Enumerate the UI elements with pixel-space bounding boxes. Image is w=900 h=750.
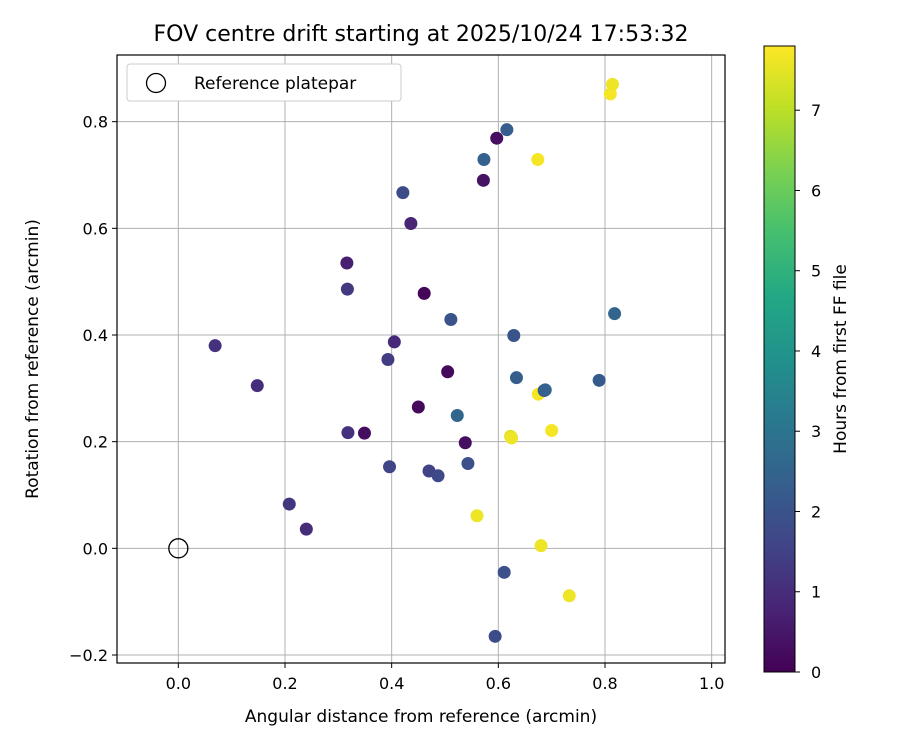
x-tick-label: 0.0 [166,674,191,693]
colorbar-tick-label: 6 [811,181,821,200]
reference-marker-group [168,538,189,559]
y-tick-label: 0.8 [83,113,108,132]
colorbar-tick-label: 5 [811,262,821,281]
colorbar-label: Hours from first FF file [831,264,851,454]
data-point [461,457,475,471]
x-axis-label: Angular distance from reference (arcmin) [245,707,597,727]
data-point [357,426,371,440]
x-tick-label: 0.6 [486,674,511,693]
y-axis-label: Rotation from reference (arcmin) [23,219,43,499]
y-tick-label: 0.6 [83,219,108,238]
data-point [608,307,622,321]
data-point [208,339,222,353]
data-point [441,365,455,379]
x-tick-label: 0.8 [592,674,617,693]
data-point [431,469,445,483]
y-axis-ticks: −0.2 0.0 0.2 0.4 0.6 0.8 [69,113,117,665]
colorbar-tick-label: 7 [811,101,821,120]
data-point [450,409,464,423]
colorbar-tick-label: 0 [811,663,821,682]
colorbar-tick-label: 3 [811,422,821,441]
data-point [507,329,521,343]
data-point [250,379,264,393]
legend-reference-marker [145,72,167,94]
data-point [282,497,296,511]
scatter-points [208,77,622,643]
legend-box [126,63,402,102]
data-point [341,426,355,440]
data-point [488,629,502,643]
data-point [605,77,619,91]
data-point [476,173,490,187]
data-point [340,256,354,270]
colorbar-tick-label: 1 [811,583,821,602]
data-point [381,353,395,367]
legend: Reference platepar [126,63,402,102]
x-tick-label: 0.2 [272,674,297,693]
data-point [458,436,472,450]
x-axis-ticks: 0.0 0.2 0.4 0.6 0.8 1.0 [166,663,724,693]
data-point [538,383,552,397]
grid-lines [117,55,725,663]
data-point [531,153,545,167]
data-point [340,282,354,296]
data-point [562,589,576,603]
data-point [497,565,511,579]
data-point [490,131,504,145]
colorbar-gradient [763,45,796,673]
data-point [383,460,397,474]
x-tick-label: 0.4 [379,674,404,693]
data-point [444,313,458,327]
chart-title: FOV centre drift starting at 2025/10/24 … [154,22,689,47]
legend-reference-label: Reference platepar [194,74,356,94]
colorbar: 0 1 2 3 4 5 6 7 Hours from first FF file [763,45,851,682]
data-point [396,186,410,200]
data-point [299,522,313,536]
data-point [534,539,548,553]
data-point [470,509,484,523]
y-tick-label: −0.2 [69,646,108,665]
data-point [592,373,606,387]
reference-platepar-marker [168,538,189,559]
data-point [404,217,418,231]
colorbar-ticks: 0 1 2 3 4 5 6 7 [795,101,821,682]
colorbar-tick-label: 4 [811,342,821,361]
data-point [387,335,401,349]
plot-area-frame [116,54,726,664]
colorbar-tick-label: 2 [811,502,821,521]
data-point [545,423,559,437]
y-tick-label: 0.2 [83,433,108,452]
data-point [411,400,425,414]
data-point [500,123,514,137]
y-tick-label: 0.0 [83,539,108,558]
data-point [505,431,519,445]
data-point [509,371,523,385]
data-point [417,286,431,300]
x-tick-label: 1.0 [699,674,724,693]
y-tick-label: 0.4 [83,326,108,345]
data-point [477,153,491,167]
